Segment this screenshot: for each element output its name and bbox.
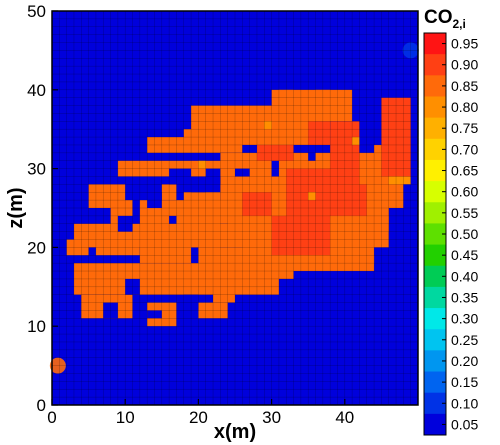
plume-region [139, 200, 192, 264]
plume-gap [169, 215, 177, 224]
colorbar-label: 0.80 [451, 99, 478, 115]
x-tick-label: 20 [189, 408, 208, 427]
x-tick-label: 40 [335, 408, 354, 427]
colorbar-label: 0.30 [451, 311, 478, 327]
y-axis-label: z(m) [5, 187, 27, 228]
colorbar-swatch [424, 350, 446, 373]
colorbar-title-main: CO [424, 7, 453, 28]
injection-well-marker [49, 357, 66, 374]
x-tick-label: 30 [262, 408, 281, 427]
colorbar-swatch [424, 286, 446, 309]
colorbar-swatch [424, 308, 446, 330]
colorbar-swatch [424, 33, 446, 55]
plume-gap [169, 168, 192, 185]
colorbar-swatch [424, 159, 446, 182]
colorbar-label: 0.70 [451, 141, 478, 157]
y-tick-label: 10 [27, 317, 46, 336]
y-tick-label: 40 [27, 81, 46, 100]
high-saturation-cell [330, 121, 360, 185]
colorbar-title: CO2,i [424, 7, 466, 31]
plume-region [213, 286, 235, 303]
colorbar-label: 0.65 [451, 163, 478, 179]
plume-region [198, 302, 228, 319]
plume-region [278, 89, 294, 106]
colorbar-title-sub: 2,i [453, 17, 466, 31]
colorbar-swatch [424, 392, 446, 415]
colorbar-label: 0.50 [451, 226, 478, 242]
colorbar-label: 0.85 [451, 78, 478, 94]
y-tick-label: 30 [27, 160, 46, 179]
colorbar-label: 0.40 [451, 268, 478, 284]
plume-gap [205, 168, 221, 185]
plume-gap [235, 168, 250, 177]
colorbar-label: 0.75 [451, 120, 478, 136]
plume-gap [147, 310, 162, 319]
y-tick-label: 0 [37, 396, 46, 415]
plume-region [366, 176, 404, 185]
colorbar-swatch [424, 96, 446, 119]
colorbar-label: 0.20 [451, 353, 478, 369]
plume-region [66, 239, 89, 256]
y-tick-label: 20 [27, 238, 46, 257]
x-tick-label: 0 [47, 408, 56, 427]
plume-gap [183, 294, 199, 311]
mid-saturation-cell [352, 137, 360, 145]
x-axis-label: x(m) [214, 421, 256, 443]
plume-gap [103, 302, 118, 319]
axis-ticks: 0 10 20 30 40 0 10 20 30 40 50 [27, 2, 354, 427]
colorbar-swatch [424, 413, 446, 436]
plume-region [315, 89, 331, 122]
high-saturation-cell [381, 97, 411, 177]
colorbar-swatch [424, 181, 446, 203]
plume-region [183, 192, 221, 248]
high-saturation-cell [308, 121, 331, 145]
grid-lines [52, 11, 418, 405]
colorbar-swatch [424, 223, 446, 246]
colorbar-label: 0.90 [451, 57, 478, 73]
colorbar-swatch [424, 265, 446, 288]
colorbar-swatch [424, 117, 446, 140]
plot-frame [51, 10, 419, 406]
plume-region [95, 231, 140, 256]
plume-gap [308, 144, 316, 161]
plume-gap [125, 278, 140, 295]
colorbar-label: 0.60 [451, 184, 478, 200]
plume-region [95, 200, 111, 208]
colorbar-label: 0.25 [451, 332, 478, 348]
colorbar-label: 0.15 [451, 374, 478, 390]
high-saturation-cell [271, 215, 331, 256]
high-saturation-cell [344, 184, 367, 216]
production-well-marker [402, 42, 419, 59]
colorbar-label: 0.95 [451, 36, 478, 52]
plume-region [161, 184, 177, 201]
mid-saturation-cell [388, 176, 411, 185]
x-tick-label: 10 [116, 408, 135, 427]
colorbar-swatch [424, 371, 446, 394]
plume-gap [191, 184, 206, 193]
colorbar-label: 0.05 [451, 416, 478, 432]
colorbar-swatch [424, 54, 446, 76]
plume-gap [117, 215, 133, 232]
colorbar-swatch [424, 202, 446, 224]
colorbar-label: 0.45 [451, 247, 478, 263]
colorbar-label: 0.55 [451, 205, 478, 221]
colorbar-swatch [424, 138, 446, 161]
high-saturation-cell [242, 192, 272, 216]
mid-saturation-cell [264, 121, 272, 130]
plume-gap [271, 160, 279, 177]
y-tick-label: 50 [27, 2, 46, 21]
colorbar-swatch [424, 244, 446, 267]
high-saturation-cell [256, 144, 294, 161]
colorbar-label: 0.10 [451, 395, 478, 411]
colorbar-swatch [424, 329, 446, 351]
mid-saturation-cell [198, 160, 206, 169]
colorbar: 0.95 0.90 0.85 0.80 0.75 0.70 0.65 0.60 0.55 0.50… [423, 32, 478, 436]
plume-gap [147, 192, 162, 208]
plot-area [49, 11, 419, 405]
colorbar-swatch [424, 75, 446, 97]
mid-saturation-cell [308, 192, 316, 201]
colorbar-label: 0.35 [451, 289, 478, 305]
